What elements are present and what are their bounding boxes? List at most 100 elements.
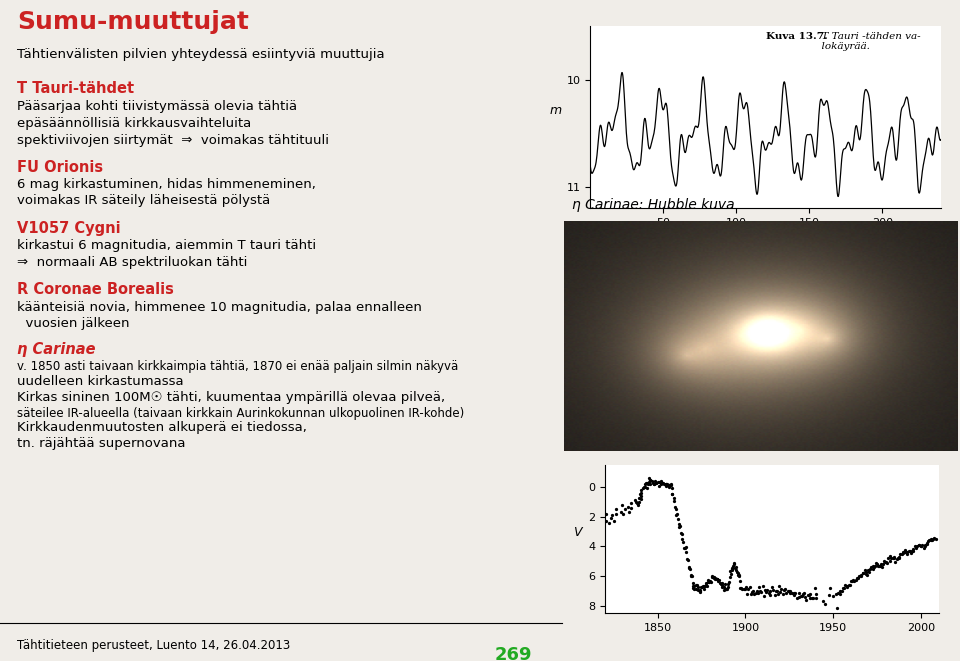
Point [849, 574, 864, 585]
Point [853, 571, 869, 582]
Point [646, 479, 661, 490]
Point [645, 477, 660, 488]
Point [730, 567, 745, 578]
Point [680, 554, 695, 564]
Point [673, 520, 688, 531]
Point [661, 479, 677, 490]
Point [648, 478, 663, 488]
Point [876, 556, 892, 566]
Point [916, 543, 931, 553]
Point [794, 591, 809, 602]
Point [865, 564, 880, 575]
Point [704, 576, 719, 587]
Text: Tähtitieteen perusteet, Luento 14, 26.04.2013: Tähtitieteen perusteet, Luento 14, 26.04… [17, 639, 290, 652]
Point [709, 574, 725, 585]
Point [913, 541, 928, 552]
Point [883, 553, 899, 563]
Point [846, 575, 861, 586]
Point [607, 516, 622, 527]
Point [887, 557, 902, 567]
Point [797, 588, 812, 599]
Point [741, 584, 756, 594]
Point [636, 482, 652, 492]
Point [761, 588, 777, 599]
Point [672, 522, 687, 532]
Point [782, 588, 798, 598]
Point [870, 559, 885, 569]
Point [756, 591, 772, 602]
Point [733, 582, 749, 593]
Text: FU Orionis: FU Orionis [17, 160, 103, 175]
Point [875, 562, 890, 572]
Point [811, 610, 827, 621]
Point [742, 582, 757, 592]
Point [642, 475, 658, 486]
Point [866, 561, 881, 571]
Point [920, 539, 935, 549]
Point [664, 483, 680, 494]
Point [706, 572, 721, 582]
Point [701, 575, 716, 586]
Text: R Coronae Borealis: R Coronae Borealis [17, 282, 174, 297]
Point [659, 479, 674, 489]
Point [734, 584, 750, 595]
Point [923, 533, 938, 544]
Point [908, 543, 924, 553]
Point [789, 593, 804, 603]
X-axis label: aika [d]: aika [d] [744, 233, 787, 243]
Point [926, 533, 942, 543]
Point [799, 594, 814, 605]
Point [732, 583, 748, 594]
Point [744, 587, 759, 598]
Point [909, 541, 924, 551]
Point [911, 539, 926, 550]
Point [905, 544, 921, 555]
Point [614, 500, 630, 510]
Point [639, 477, 655, 488]
Text: V1057 Cygni: V1057 Cygni [17, 221, 120, 236]
Point [817, 599, 832, 609]
Point [858, 566, 874, 577]
Point [804, 592, 820, 603]
Point [786, 590, 802, 600]
Point [636, 483, 651, 493]
Point [876, 559, 891, 569]
Point [646, 479, 661, 489]
Point [852, 571, 867, 582]
Point [655, 477, 670, 488]
Point [769, 586, 784, 597]
Text: v. 1850 asti taivaan kirkkaimpia tähtiä, 1870 ei enää paljain silmin näkyvä: v. 1850 asti taivaan kirkkaimpia tähtiä,… [17, 360, 458, 373]
Point [629, 498, 644, 508]
Point [828, 588, 844, 599]
Point [692, 585, 708, 596]
Point [697, 581, 712, 592]
Point [609, 504, 624, 514]
Point [688, 584, 704, 594]
Point [839, 582, 854, 592]
Point [714, 578, 730, 588]
Point [689, 579, 705, 590]
Point [668, 510, 684, 520]
Point [830, 588, 846, 598]
Point [601, 518, 616, 528]
Text: Pääsarjaa kohti tiivistymässä olevia tähtiä: Pääsarjaa kohti tiivistymässä olevia täh… [17, 100, 297, 114]
Point [914, 539, 929, 550]
Point [666, 492, 682, 503]
Point [750, 586, 765, 597]
Point [686, 584, 702, 594]
Text: Kirkas sininen 100M☉ tähti, kuumentaa ympärillä olevaa pilveä,: Kirkas sininen 100M☉ tähti, kuumentaa ym… [17, 391, 445, 404]
Point [681, 555, 696, 566]
Point [900, 549, 915, 560]
Point [654, 479, 669, 489]
Point [886, 552, 901, 563]
Point [631, 498, 646, 508]
Point [696, 580, 711, 591]
Point [732, 576, 748, 586]
Point [599, 509, 614, 520]
Point [726, 559, 741, 569]
Point [653, 477, 668, 488]
Point [661, 482, 677, 492]
Point [787, 588, 803, 599]
Point [898, 547, 913, 558]
Point [767, 590, 782, 600]
